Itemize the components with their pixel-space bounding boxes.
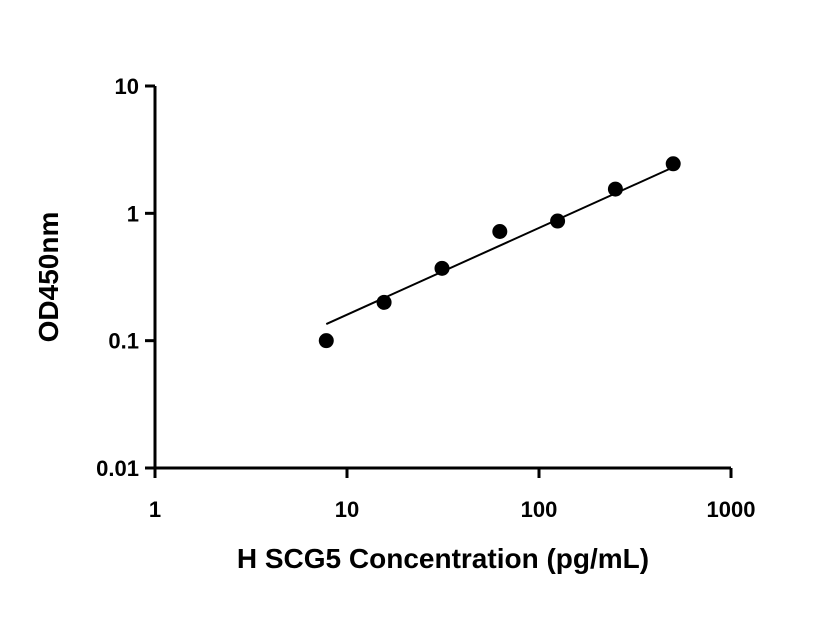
data-point [665,156,681,172]
x-tick-label: 1 [149,497,161,522]
x-axis-ticks: 1 10 100 1000 [149,468,756,522]
x-tick-label: 100 [521,497,558,522]
data-point [376,294,392,310]
y-tick-label: 0.1 [108,329,139,354]
y-tick-label: 0.01 [96,456,139,481]
data-points-layer [318,156,681,349]
y-tick-label: 1 [127,201,139,226]
x-tick-label: 1000 [707,497,756,522]
plot-area: 0.01 0.1 1 10 1 10 100 1000 [96,74,755,522]
data-point [434,260,450,276]
y-axis-title: OD450nm [33,212,64,343]
x-axis-title: H SCG5 Concentration (pg/mL) [237,543,649,574]
x-tick-label: 10 [335,497,359,522]
data-point [318,333,334,349]
data-point [550,213,566,229]
data-point [607,181,623,197]
data-point [492,223,508,239]
y-axis-ticks: 0.01 0.1 1 10 [96,74,155,481]
y-tick-label: 10 [115,74,139,99]
